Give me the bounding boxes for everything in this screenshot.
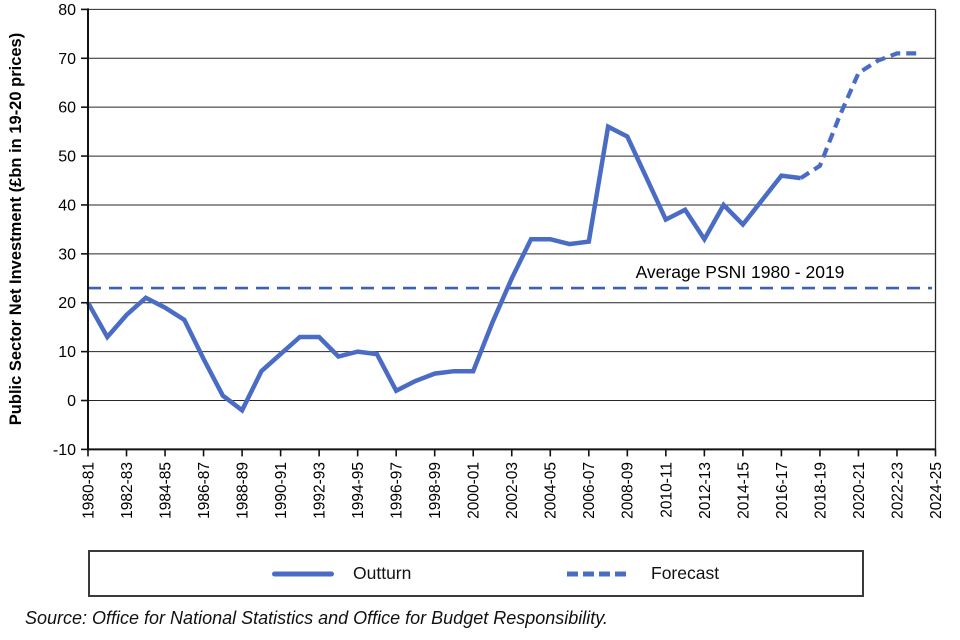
y-tick-label-70: 70 <box>58 51 76 68</box>
x-tick-label-2000-01: 2000-01 <box>466 462 483 519</box>
chart-legend: Outturn Forecast <box>88 550 864 597</box>
x-tick-label-2024-25: 2024-25 <box>928 462 945 519</box>
source-note: Source: Office for National Statistics a… <box>25 608 608 628</box>
x-tick-label-1996-97: 1996-97 <box>389 462 406 519</box>
y-axis-title: Public Sector Net Investment (£bn in 19-… <box>7 33 25 425</box>
x-tick-label-2014-15: 2014-15 <box>735 462 752 519</box>
x-tick-label-2008-09: 2008-09 <box>620 462 637 519</box>
y-tick-label-50: 50 <box>58 149 76 166</box>
x-tick-label-2002-03: 2002-03 <box>504 462 521 519</box>
y-tick-label-20: 20 <box>58 295 76 312</box>
y-tick-label-10: 10 <box>58 344 76 361</box>
legend-label-forecast: Forecast <box>651 563 720 583</box>
x-tick-label-2012-13: 2012-13 <box>697 462 714 519</box>
legend-label-outturn: Outturn <box>353 563 412 583</box>
x-tick-label-2020-21: 2020-21 <box>851 462 868 519</box>
x-tick-label-1982-83: 1982-83 <box>119 462 136 519</box>
forecast-line <box>799 51 917 180</box>
y-tick-label-40: 40 <box>58 197 76 214</box>
x-tick-label-1986-87: 1986-87 <box>196 462 213 519</box>
forecast-line-swatch <box>567 571 629 576</box>
y-tick-label-60: 60 <box>58 100 76 117</box>
x-tick-label-1988-89: 1988-89 <box>235 462 252 519</box>
psni-line-chart: Average PSNI 1980 - 2019 -10 0 10 20 30 40 50 60… <box>7 2 945 519</box>
y-tick-label-30: 30 <box>58 246 76 263</box>
x-tick-label-2010-11: 2010-11 <box>658 462 675 518</box>
x-tick-label-1980-81: 1980-81 <box>80 462 97 519</box>
x-tick-label-1984-85: 1984-85 <box>157 462 174 519</box>
average-psni-label: Average PSNI 1980 - 2019 <box>636 262 845 282</box>
x-tick-label-2016-17: 2016-17 <box>774 462 791 519</box>
y-tick-label-0: 0 <box>67 393 76 410</box>
x-tick-label-2006-07: 2006-07 <box>581 462 598 519</box>
x-tick-label-1994-95: 1994-95 <box>350 462 367 519</box>
x-tick-label-2004-05: 2004-05 <box>543 462 560 519</box>
x-tick-label-1992-93: 1992-93 <box>312 462 329 519</box>
y-tick-label--10: -10 <box>53 442 76 459</box>
outturn-line-swatch <box>272 571 334 576</box>
x-tick-label-1990-91: 1990-91 <box>273 462 290 519</box>
outturn-line <box>86 123 801 414</box>
x-tick-label-2022-23: 2022-23 <box>889 462 906 519</box>
x-tick-label-2018-19: 2018-19 <box>812 462 829 519</box>
y-tick-label-80: 80 <box>58 2 76 19</box>
x-tick-label-1998-99: 1998-99 <box>427 462 444 519</box>
